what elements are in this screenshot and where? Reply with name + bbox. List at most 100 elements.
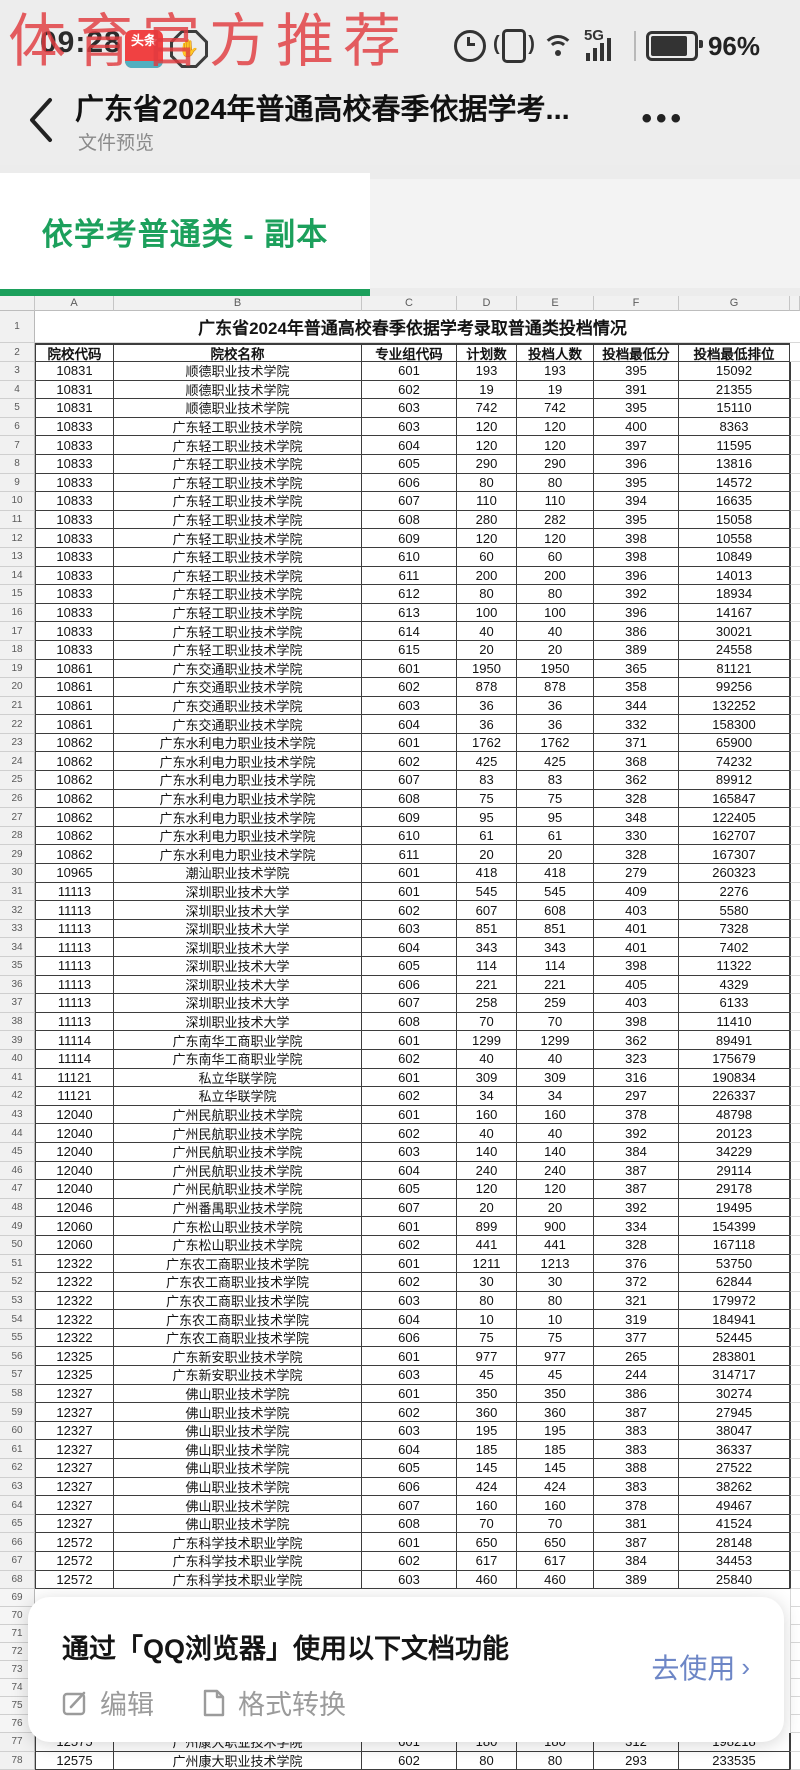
data-cell[interactable]: 601 xyxy=(362,882,457,902)
data-cell[interactable]: 30021 xyxy=(679,622,790,641)
data-cell[interactable]: 602 xyxy=(362,752,457,772)
data-cell[interactable]: 603 xyxy=(362,1366,457,1385)
data-cell[interactable]: 62844 xyxy=(679,1273,790,1292)
data-cell[interactable]: 广东水利电力职业技术学院 xyxy=(114,771,362,790)
data-cell[interactable]: 48798 xyxy=(679,1105,790,1125)
data-cell[interactable]: 80 xyxy=(517,585,594,604)
data-cell[interactable]: 29178 xyxy=(679,1180,790,1199)
data-cell[interactable]: 广东轻工职业技术学院 xyxy=(114,603,362,623)
data-cell[interactable]: 20 xyxy=(457,1198,517,1218)
data-cell[interactable]: 607 xyxy=(362,1198,457,1218)
data-cell[interactable]: 12572 xyxy=(35,1533,114,1552)
data-cell[interactable]: 20123 xyxy=(679,1124,790,1143)
data-cell[interactable]: 328 xyxy=(594,1235,679,1255)
data-cell[interactable]: 545 xyxy=(457,882,517,902)
data-cell[interactable]: 19495 xyxy=(679,1198,790,1218)
data-cell[interactable]: 601 xyxy=(362,362,457,381)
data-cell[interactable]: 11121 xyxy=(35,1068,114,1088)
data-cell[interactable]: 140 xyxy=(457,1142,517,1162)
data-cell[interactable]: 175679 xyxy=(679,1049,790,1069)
data-cell[interactable]: 12322 xyxy=(35,1310,114,1329)
data-cell[interactable]: 405 xyxy=(594,975,679,995)
data-cell[interactable]: 110 xyxy=(517,492,594,511)
data-cell[interactable]: 52445 xyxy=(679,1328,790,1348)
data-cell[interactable]: 70 xyxy=(517,1514,594,1534)
data-cell[interactable]: 75 xyxy=(457,789,517,809)
data-cell[interactable]: 10833 xyxy=(35,547,114,567)
data-cell[interactable]: 20 xyxy=(517,640,594,660)
data-cell[interactable]: 200 xyxy=(517,566,594,586)
data-cell[interactable]: 12040 xyxy=(35,1124,114,1143)
data-cell[interactable]: 佛山职业技术学院 xyxy=(114,1459,362,1478)
data-cell[interactable]: 12040 xyxy=(35,1142,114,1162)
data-cell[interactable]: 392 xyxy=(594,1198,679,1218)
data-cell[interactable]: 878 xyxy=(457,678,517,697)
column-header-cell[interactable]: 院校名称 xyxy=(114,343,362,362)
data-cell[interactable]: 185 xyxy=(457,1440,517,1460)
data-cell[interactable]: 10862 xyxy=(35,845,114,865)
data-cell[interactable]: 40 xyxy=(517,1124,594,1143)
data-cell[interactable]: 广东农工商职业技术学院 xyxy=(114,1328,362,1348)
data-cell[interactable]: 110 xyxy=(457,492,517,511)
data-cell[interactable]: 279 xyxy=(594,864,679,883)
data-cell[interactable]: 244 xyxy=(594,1366,679,1385)
data-cell[interactable]: 605 xyxy=(362,454,457,474)
data-cell[interactable]: 广东南华工商职业学院 xyxy=(114,1031,362,1050)
data-cell[interactable]: 1762 xyxy=(517,733,594,753)
data-cell[interactable]: 604 xyxy=(362,715,457,734)
data-cell[interactable]: 602 xyxy=(362,1087,457,1106)
data-cell[interactable]: 佛山职业技术学院 xyxy=(114,1477,362,1497)
data-cell[interactable]: 广东交通职业技术学院 xyxy=(114,659,362,679)
data-cell[interactable]: 34 xyxy=(457,1087,517,1106)
data-cell[interactable]: 1211 xyxy=(457,1254,517,1274)
data-cell[interactable]: 343 xyxy=(457,938,517,957)
data-cell[interactable]: 广东松山职业技术学院 xyxy=(114,1217,362,1236)
data-cell[interactable]: 7328 xyxy=(679,919,790,939)
data-cell[interactable]: 12322 xyxy=(35,1254,114,1274)
data-cell[interactable]: 132252 xyxy=(679,696,790,716)
data-cell[interactable]: 601 xyxy=(362,1068,457,1088)
data-cell[interactable]: 30274 xyxy=(679,1384,790,1404)
data-cell[interactable]: 386 xyxy=(594,622,679,641)
data-cell[interactable]: 广东轻工职业技术学院 xyxy=(114,640,362,660)
data-cell[interactable]: 广东松山职业技术学院 xyxy=(114,1235,362,1255)
data-cell[interactable]: 41524 xyxy=(679,1514,790,1534)
data-cell[interactable]: 24558 xyxy=(679,640,790,660)
data-cell[interactable]: 广东新安职业技术学院 xyxy=(114,1366,362,1385)
data-cell[interactable]: 7402 xyxy=(679,938,790,957)
data-cell[interactable]: 383 xyxy=(594,1440,679,1460)
data-cell[interactable]: 45 xyxy=(517,1366,594,1385)
data-cell[interactable]: 70 xyxy=(457,1012,517,1032)
data-cell[interactable]: 佛山职业技术学院 xyxy=(114,1384,362,1404)
data-cell[interactable]: 12572 xyxy=(35,1552,114,1571)
data-cell[interactable]: 389 xyxy=(594,640,679,660)
data-cell[interactable]: 89912 xyxy=(679,771,790,790)
data-cell[interactable]: 11595 xyxy=(679,436,790,455)
data-cell[interactable]: 371 xyxy=(594,733,679,753)
data-cell[interactable]: 佛山职业技术学院 xyxy=(114,1514,362,1534)
data-cell[interactable]: 350 xyxy=(457,1384,517,1404)
data-cell[interactable]: 10833 xyxy=(35,417,114,437)
data-cell[interactable]: 75 xyxy=(517,789,594,809)
data-cell[interactable]: 362 xyxy=(594,771,679,790)
data-cell[interactable]: 900 xyxy=(517,1217,594,1236)
data-cell[interactable]: 160 xyxy=(517,1496,594,1515)
data-cell[interactable]: 650 xyxy=(457,1533,517,1552)
data-cell[interactable]: 193 xyxy=(517,362,594,381)
data-cell[interactable]: 11113 xyxy=(35,919,114,939)
data-cell[interactable]: 潮汕职业技术学院 xyxy=(114,864,362,883)
data-cell[interactable]: 377 xyxy=(594,1328,679,1348)
data-cell[interactable]: 165847 xyxy=(679,789,790,809)
data-cell[interactable]: 广州民航职业技术学院 xyxy=(114,1105,362,1125)
data-cell[interactable]: 广东农工商职业技术学院 xyxy=(114,1273,362,1292)
data-cell[interactable]: 30 xyxy=(517,1273,594,1292)
data-cell[interactable]: 120 xyxy=(457,529,517,548)
data-cell[interactable]: 607 xyxy=(362,1496,457,1515)
data-cell[interactable]: 36 xyxy=(457,696,517,716)
data-cell[interactable]: 38047 xyxy=(679,1421,790,1441)
data-cell[interactable]: 330 xyxy=(594,826,679,846)
data-cell[interactable]: 广东轻工职业技术学院 xyxy=(114,622,362,641)
data-cell[interactable]: 395 xyxy=(594,473,679,493)
data-cell[interactable]: 602 xyxy=(362,380,457,400)
data-cell[interactable]: 12327 xyxy=(35,1403,114,1422)
